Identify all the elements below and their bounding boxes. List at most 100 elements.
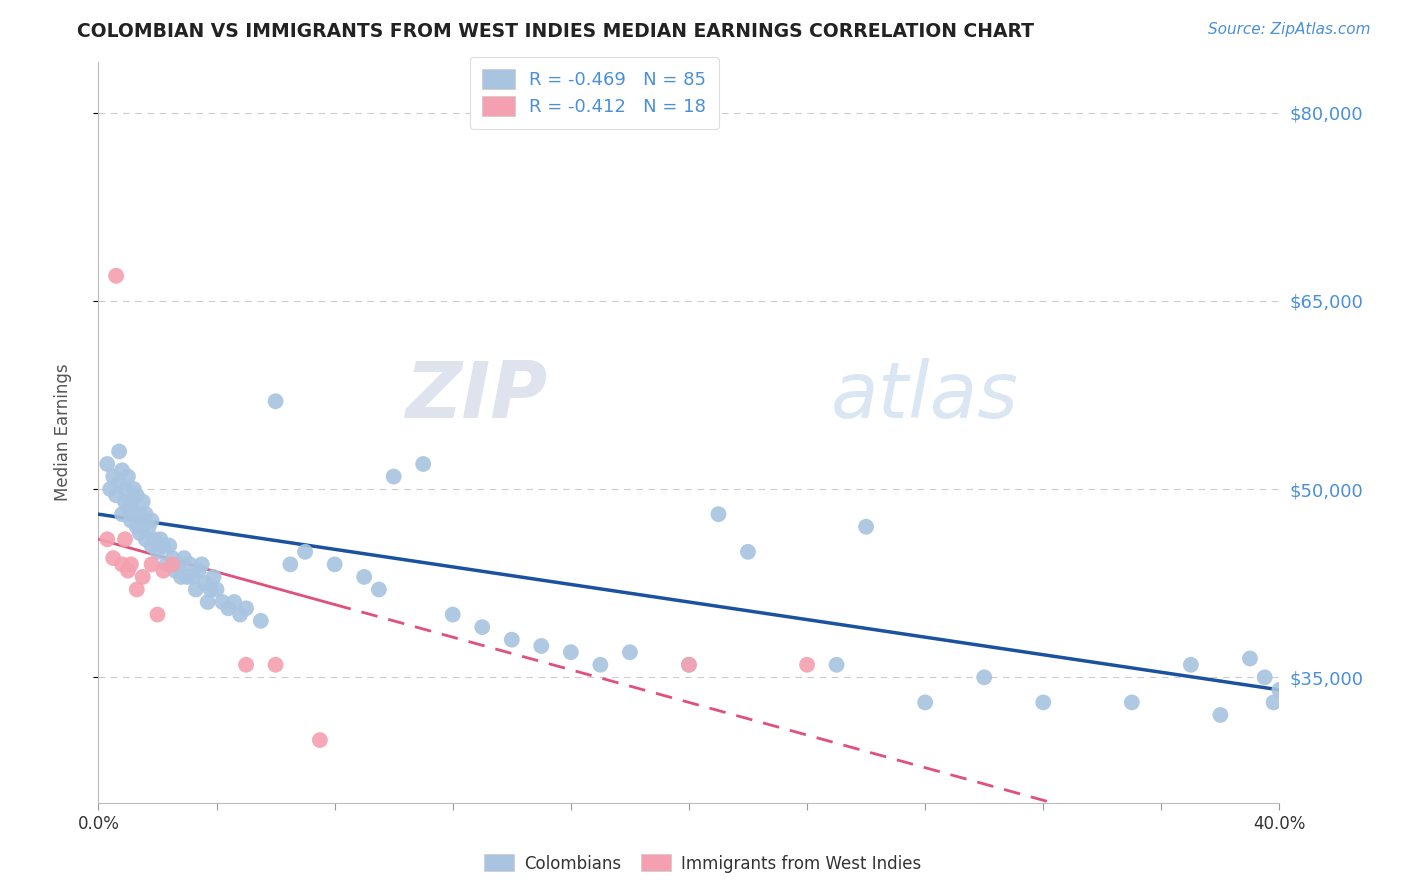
Point	[111, 507, 134, 521]
Point	[141, 513, 163, 527]
Point	[530, 639, 553, 653]
Point	[135, 507, 157, 521]
Point	[141, 558, 163, 572]
Point	[1180, 657, 1202, 672]
Point	[294, 545, 316, 559]
Point	[105, 488, 128, 502]
Point	[111, 463, 134, 477]
Point	[108, 444, 131, 458]
Point	[235, 657, 257, 672]
Point	[125, 520, 148, 534]
Point	[200, 582, 222, 597]
Point	[176, 570, 198, 584]
Point	[973, 670, 995, 684]
Point	[155, 558, 177, 572]
Point	[1121, 695, 1143, 709]
Point	[589, 657, 612, 672]
Point	[1263, 695, 1285, 709]
Point	[105, 268, 128, 283]
Point	[264, 657, 287, 672]
Y-axis label: Median Earnings: Median Earnings	[53, 364, 72, 501]
Point	[441, 607, 464, 622]
Point	[122, 507, 145, 521]
Point	[1268, 682, 1291, 697]
Point	[678, 657, 700, 672]
Point	[96, 533, 118, 547]
Point	[132, 520, 155, 534]
Point	[108, 475, 131, 490]
Point	[187, 564, 209, 578]
Point	[181, 570, 204, 584]
Point	[125, 582, 148, 597]
Point	[560, 645, 582, 659]
Point	[132, 570, 155, 584]
Point	[191, 558, 214, 572]
Point	[96, 457, 118, 471]
Point	[138, 520, 160, 534]
Point	[143, 533, 166, 547]
Point	[825, 657, 848, 672]
Point	[117, 500, 139, 515]
Point	[412, 457, 434, 471]
Legend: R = -0.469   N = 85, R = -0.412   N = 18: R = -0.469 N = 85, R = -0.412 N = 18	[470, 57, 718, 129]
Point	[98, 482, 121, 496]
Point	[471, 620, 494, 634]
Point	[173, 551, 195, 566]
Point	[323, 558, 346, 572]
Point	[120, 494, 142, 508]
Point	[117, 564, 139, 578]
Point	[368, 582, 391, 597]
Point	[103, 551, 125, 566]
Point	[224, 595, 246, 609]
Text: Source: ZipAtlas.com: Source: ZipAtlas.com	[1208, 22, 1371, 37]
Point	[264, 394, 287, 409]
Point	[707, 507, 730, 521]
Point	[135, 533, 157, 547]
Point	[619, 645, 641, 659]
Point	[1239, 651, 1261, 665]
Point	[120, 558, 142, 572]
Point	[167, 558, 190, 572]
Point	[855, 520, 877, 534]
Point	[1254, 670, 1277, 684]
Point	[122, 482, 145, 496]
Point	[128, 507, 150, 521]
Text: ZIP: ZIP	[405, 358, 547, 434]
Legend: Colombians, Immigrants from West Indies: Colombians, Immigrants from West Indies	[478, 847, 928, 880]
Point	[132, 494, 155, 508]
Point	[141, 539, 163, 553]
Point	[280, 558, 302, 572]
Point	[914, 695, 936, 709]
Point	[382, 469, 405, 483]
Point	[179, 558, 201, 572]
Point	[184, 582, 207, 597]
Point	[235, 601, 257, 615]
Point	[117, 469, 139, 483]
Point	[796, 657, 818, 672]
Point	[205, 582, 228, 597]
Point	[162, 558, 183, 572]
Point	[152, 539, 174, 553]
Point	[197, 595, 219, 609]
Point	[501, 632, 523, 647]
Point	[1032, 695, 1054, 709]
Point	[111, 558, 134, 572]
Point	[170, 570, 193, 584]
Point	[152, 564, 174, 578]
Point	[149, 533, 172, 547]
Point	[165, 564, 187, 578]
Point	[128, 526, 150, 541]
Point	[146, 607, 169, 622]
Point	[114, 494, 136, 508]
Point	[146, 545, 169, 559]
Point	[1209, 708, 1232, 723]
Point	[125, 488, 148, 502]
Point	[103, 469, 125, 483]
Point	[229, 607, 252, 622]
Point	[162, 551, 183, 566]
Point	[309, 733, 332, 747]
Point	[194, 576, 217, 591]
Point	[353, 570, 375, 584]
Point	[157, 539, 180, 553]
Point	[678, 657, 700, 672]
